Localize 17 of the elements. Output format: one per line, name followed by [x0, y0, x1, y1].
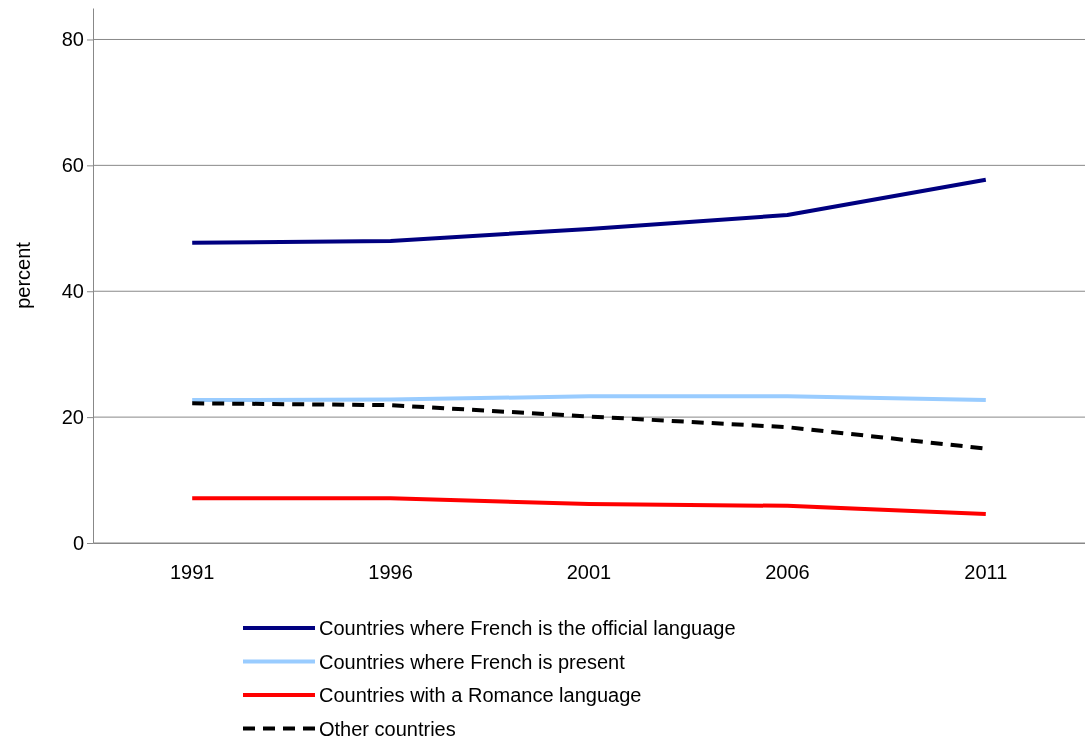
legend-label: Countries where French is present [319, 650, 626, 673]
y-tick-label: 80 [61, 28, 84, 51]
y-tick-label: 20 [61, 406, 84, 429]
x-tick-label: 1996 [368, 561, 413, 584]
y-tick-label: 0 [72, 531, 84, 554]
line-series [190, 177, 988, 245]
y-tick-label: 40 [61, 280, 84, 303]
line-series [190, 496, 988, 517]
x-tick-label: 2001 [566, 561, 612, 584]
y-tick-label: 60 [61, 154, 84, 177]
x-tick-label: 2006 [765, 561, 810, 584]
legend-label: Countries where French is the official language [319, 617, 736, 639]
legend-label: Countries with a Romance language [319, 684, 642, 706]
x-tick-label: 2011 [964, 561, 1008, 584]
x-tick-label: 1991 [169, 561, 215, 584]
legend-label: Other countries [319, 717, 456, 740]
y-axis-title: percent [12, 241, 34, 309]
